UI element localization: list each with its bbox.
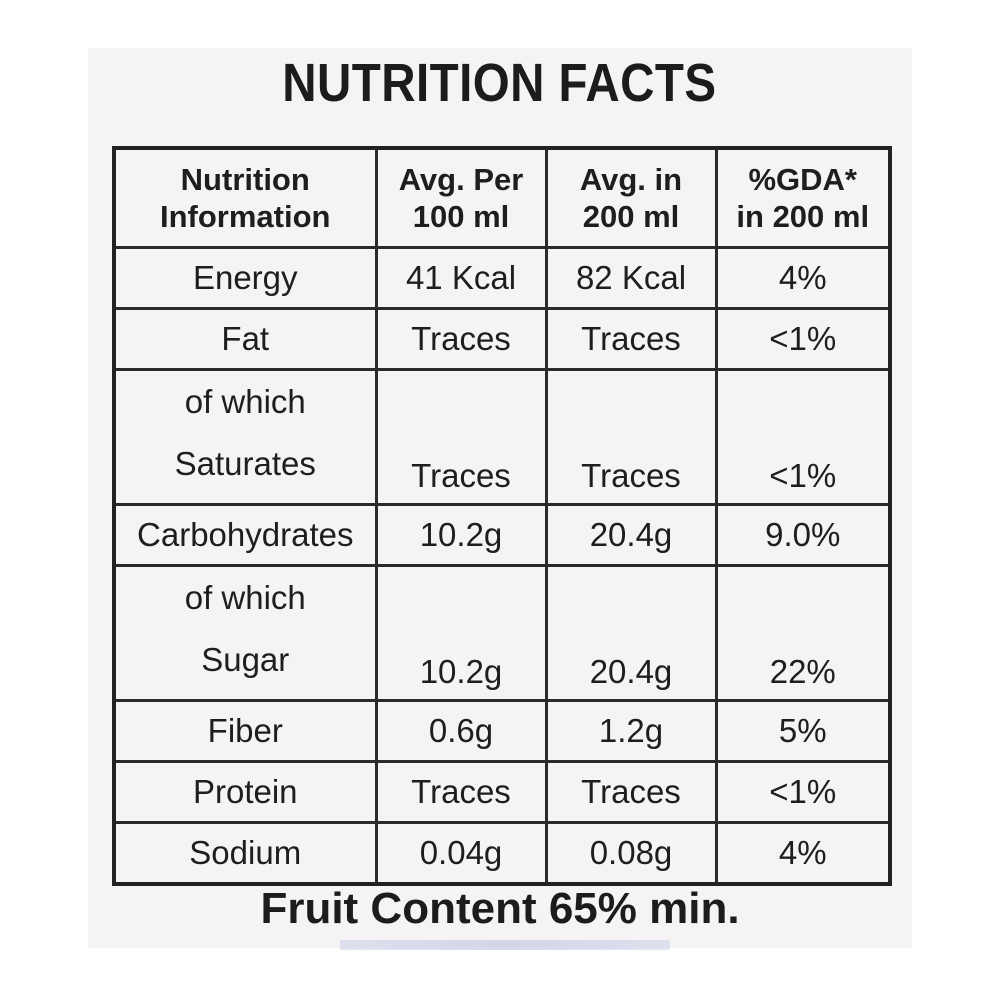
page-title: NUTRITION FACTS xyxy=(282,53,717,113)
value-per-200ml: Traces xyxy=(544,368,718,506)
value-gda: 9.0% xyxy=(714,503,892,567)
value-per-100ml: 0.04g xyxy=(374,821,548,886)
value-gda: <1% xyxy=(714,760,892,824)
value-per-100ml: Traces xyxy=(374,368,548,506)
header-text: Nutrition xyxy=(180,162,310,197)
header-gda: %GDA* in 200 ml xyxy=(714,146,892,249)
value-per-100ml: 41 Kcal xyxy=(374,246,548,310)
nutrient-name: Fiber xyxy=(112,699,378,763)
table-row: of which Saturates Traces Traces <1% xyxy=(112,368,892,506)
value-per-200ml: 20.4g xyxy=(544,564,718,702)
table-row: Protein Traces Traces <1% xyxy=(112,760,892,824)
value-gda: 4% xyxy=(714,246,892,310)
table-row: Sodium 0.04g 0.08g 4% xyxy=(112,821,892,886)
value-per-100ml: Traces xyxy=(374,307,548,371)
nutrition-table: Nutrition Information Avg. Per 100 ml Av… xyxy=(112,146,892,886)
value-per-200ml: Traces xyxy=(544,760,718,824)
nutrient-prefix: of which xyxy=(184,579,306,616)
table-row: Carbohydrates 10.2g 20.4g 9.0% xyxy=(112,503,892,567)
value-gda: 4% xyxy=(714,821,892,886)
value-per-100ml: 10.2g xyxy=(374,564,548,702)
value-per-100ml: 10.2g xyxy=(374,503,548,567)
header-text: in 200 ml xyxy=(736,199,870,234)
header-text: Avg. in xyxy=(579,162,683,197)
header-text: %GDA* xyxy=(748,162,857,197)
value-per-200ml: 1.2g xyxy=(544,699,718,763)
value-per-200ml: 20.4g xyxy=(544,503,718,567)
nutrient-name: Fat xyxy=(112,307,378,371)
value-per-200ml: Traces xyxy=(544,307,718,371)
nutrient-name: Carbohydrates xyxy=(112,503,378,567)
nutrient-name: Sodium xyxy=(112,821,378,886)
value-per-100ml: 0.6g xyxy=(374,699,548,763)
header-avg-in-200ml: Avg. in 200 ml xyxy=(544,146,718,249)
table-header-row: Nutrition Information Avg. Per 100 ml Av… xyxy=(112,146,892,249)
header-text: 100 ml xyxy=(412,199,510,234)
nutrient-subname: Sugar xyxy=(201,641,290,678)
value-gda: <1% xyxy=(714,368,892,506)
faded-print-strip xyxy=(340,940,670,950)
bottom-strip xyxy=(88,948,912,1000)
header-avg-per-100ml: Avg. Per 100 ml xyxy=(374,146,548,249)
header-text: 200 ml xyxy=(582,199,680,234)
table-row: of which Sugar 10.2g 20.4g 22% xyxy=(112,564,892,702)
table-row: Fat Traces Traces <1% xyxy=(112,307,892,371)
nutrient-prefix: of which xyxy=(184,383,306,420)
value-gda: <1% xyxy=(714,307,892,371)
value-per-200ml: 82 Kcal xyxy=(544,246,718,310)
header-nutrition-information: Nutrition Information xyxy=(112,146,378,249)
header-text: Avg. Per xyxy=(398,162,524,197)
value-per-100ml: Traces xyxy=(374,760,548,824)
nutrient-name: Energy xyxy=(112,246,378,310)
nutrient-name: of which Sugar xyxy=(112,564,378,702)
nutrient-name: of which Saturates xyxy=(112,368,378,506)
fruit-content-note: Fruit Content 65% min. xyxy=(260,884,740,933)
nutrient-name: Protein xyxy=(112,760,378,824)
value-per-200ml: 0.08g xyxy=(544,821,718,886)
header-text: Information xyxy=(160,199,331,234)
table-row: Fiber 0.6g 1.2g 5% xyxy=(112,699,892,763)
value-gda: 5% xyxy=(714,699,892,763)
nutrient-subname: Saturates xyxy=(174,445,316,482)
table-row: Energy 41 Kcal 82 Kcal 4% xyxy=(112,246,892,310)
value-gda: 22% xyxy=(714,564,892,702)
